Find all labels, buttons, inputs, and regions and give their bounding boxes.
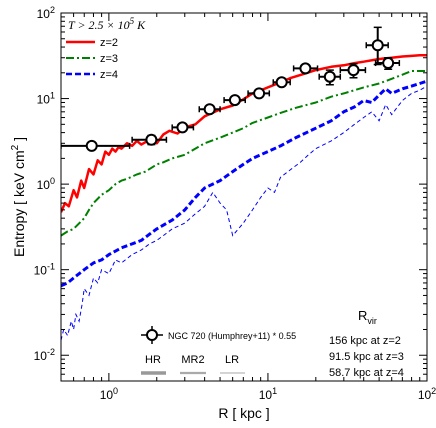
obs-point-1 [131, 133, 168, 146]
obs-point-7 [292, 62, 319, 75]
obs-point-2 [171, 121, 195, 134]
rvir-title: Rvir [358, 308, 377, 326]
obs-point-8 [318, 69, 342, 86]
x-axis-label: R [ kpc ] [218, 405, 269, 421]
obs-point-11 [374, 56, 401, 71]
obs-point-6 [272, 76, 291, 89]
res-label-hr: HR [145, 354, 161, 366]
obs-point-10 [365, 26, 389, 66]
series-line-lowres-0 [61, 85, 427, 341]
observation-legend: NGC 720 (Humphrey+11) * 0.55 [141, 326, 296, 344]
obs-point-3 [198, 103, 221, 116]
temperature-cut-annotation: T > 2.5 × 105 K [68, 16, 146, 32]
obs-point-0 [61, 139, 131, 152]
y-axis-label: Entropy [ keV cm2 ] [10, 137, 27, 257]
obs-legend-marker [146, 329, 158, 341]
rvir-line-z4: 58.7 kpc at z=4 [329, 367, 404, 379]
rvir-box: Rvir 156 kpc at z=2 91.5 kpc at z=3 58.7… [329, 308, 404, 379]
y-tick-label: 100 [37, 176, 55, 192]
x-tick-label: 100 [100, 386, 118, 402]
y-tick-label: 10-1 [34, 262, 55, 278]
legend-label-z4: z=4 [100, 69, 118, 81]
x-tick-label: 101 [259, 386, 277, 402]
obs-point-5 [247, 87, 271, 100]
series-line-z3 [61, 70, 427, 237]
y-tick-label: 10-2 [34, 347, 55, 363]
y-tick-label: 101 [37, 91, 55, 107]
obs-point-9 [339, 63, 367, 79]
res-label-mr2: MR2 [181, 354, 204, 366]
resolution-legend: HR MR2 LR [141, 354, 245, 375]
legend-label-z2: z=2 [100, 37, 118, 49]
obs-point-4 [223, 94, 246, 107]
series-legend: z=2 z=3 z=4 [66, 37, 118, 81]
series-line-z2 [61, 54, 427, 213]
res-label-lr: LR [225, 354, 239, 366]
legend-label-z3: z=3 [100, 53, 118, 65]
y-tick-label: 102 [37, 5, 55, 21]
x-tick-label: 102 [418, 386, 436, 402]
rvir-line-z3: 91.5 kpc at z=3 [329, 351, 404, 363]
rvir-line-z2: 156 kpc at z=2 [329, 335, 401, 347]
obs-legend-label: NGC 720 (Humphrey+11) * 0.55 [168, 331, 296, 341]
series-line-z4 [61, 79, 427, 288]
